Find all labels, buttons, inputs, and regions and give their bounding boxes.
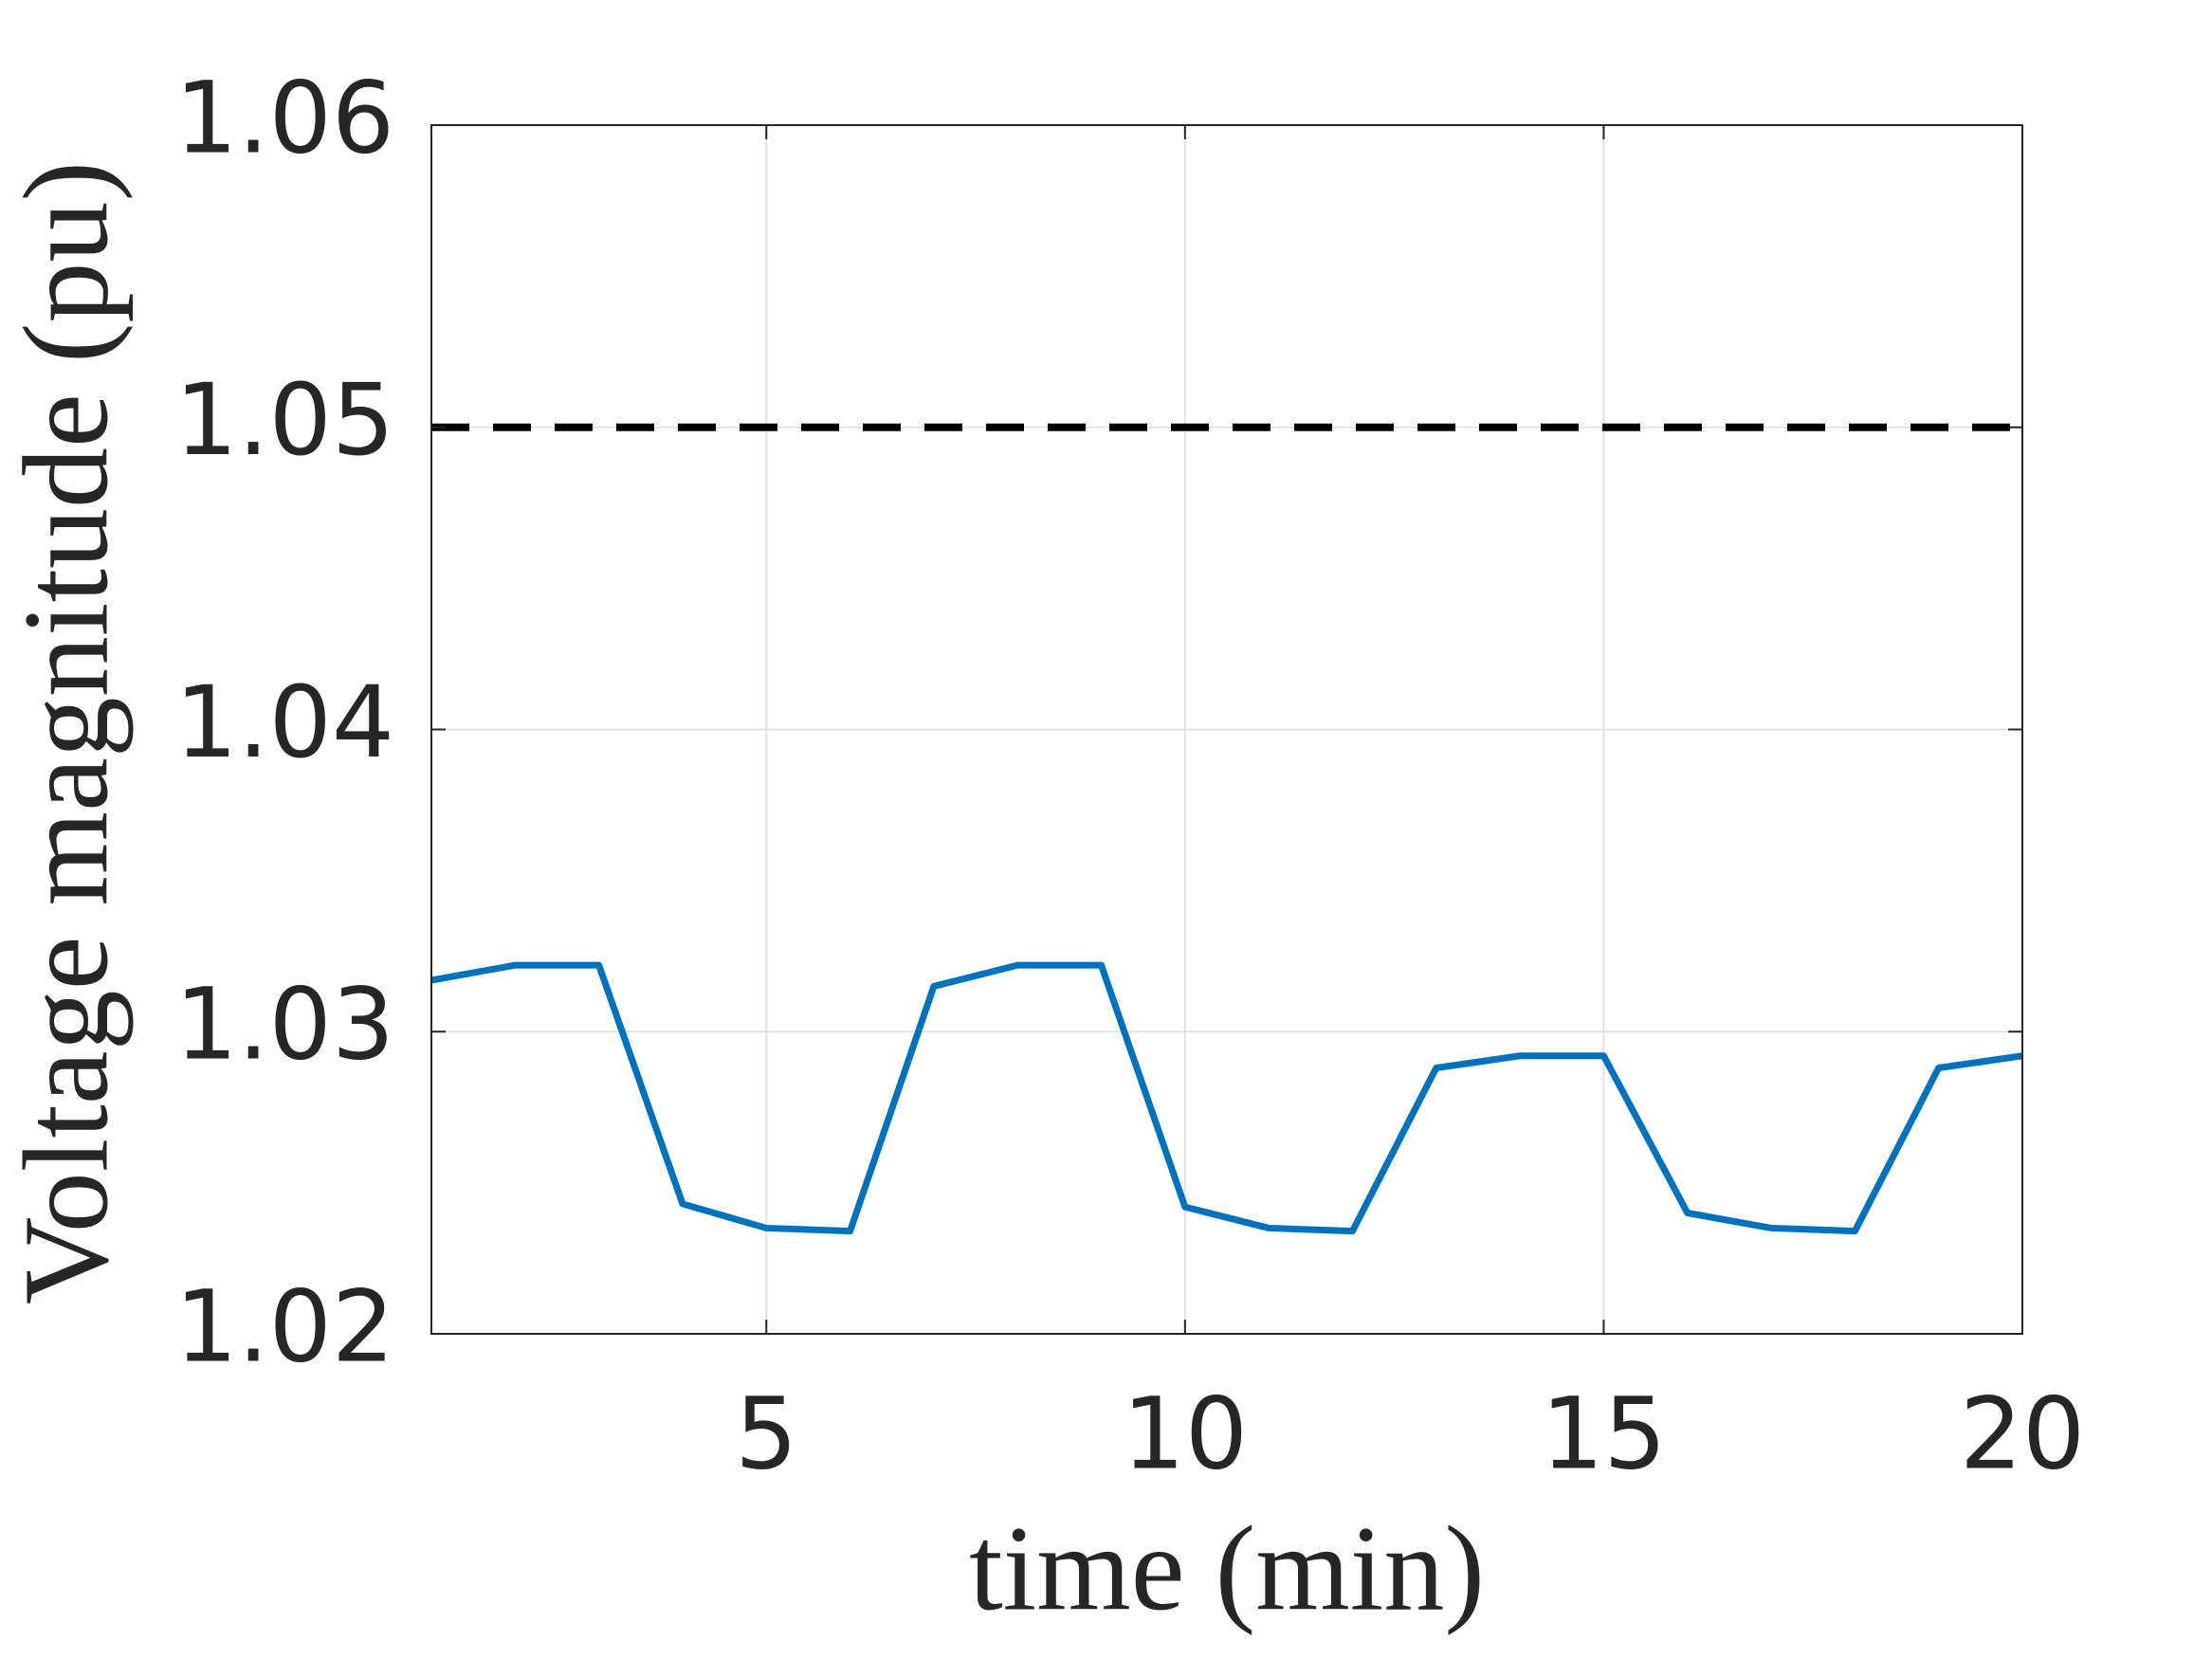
y-tick-label: 1.06 <box>174 60 394 175</box>
x-axis-label: time (min) <box>969 1501 1485 1635</box>
y-tick-label: 1.04 <box>174 665 394 780</box>
x-tick-label: 5 <box>735 1376 797 1491</box>
x-tick-label: 20 <box>1960 1376 2085 1491</box>
y-axis-label: Voltage magnitude (pu) <box>0 161 133 1304</box>
y-tick-label: 1.03 <box>174 967 394 1083</box>
data-line <box>430 961 2023 1235</box>
ticks: 1.02 1.03 1.04 1.05 1.06 5 10 15 20 <box>174 60 2085 1491</box>
y-tick-label: 1.02 <box>174 1268 394 1384</box>
x-tick-label: 10 <box>1123 1376 1248 1491</box>
marks <box>430 423 2023 1235</box>
x-tick-label: 15 <box>1541 1376 1666 1491</box>
y-tick-label: 1.05 <box>174 362 394 478</box>
